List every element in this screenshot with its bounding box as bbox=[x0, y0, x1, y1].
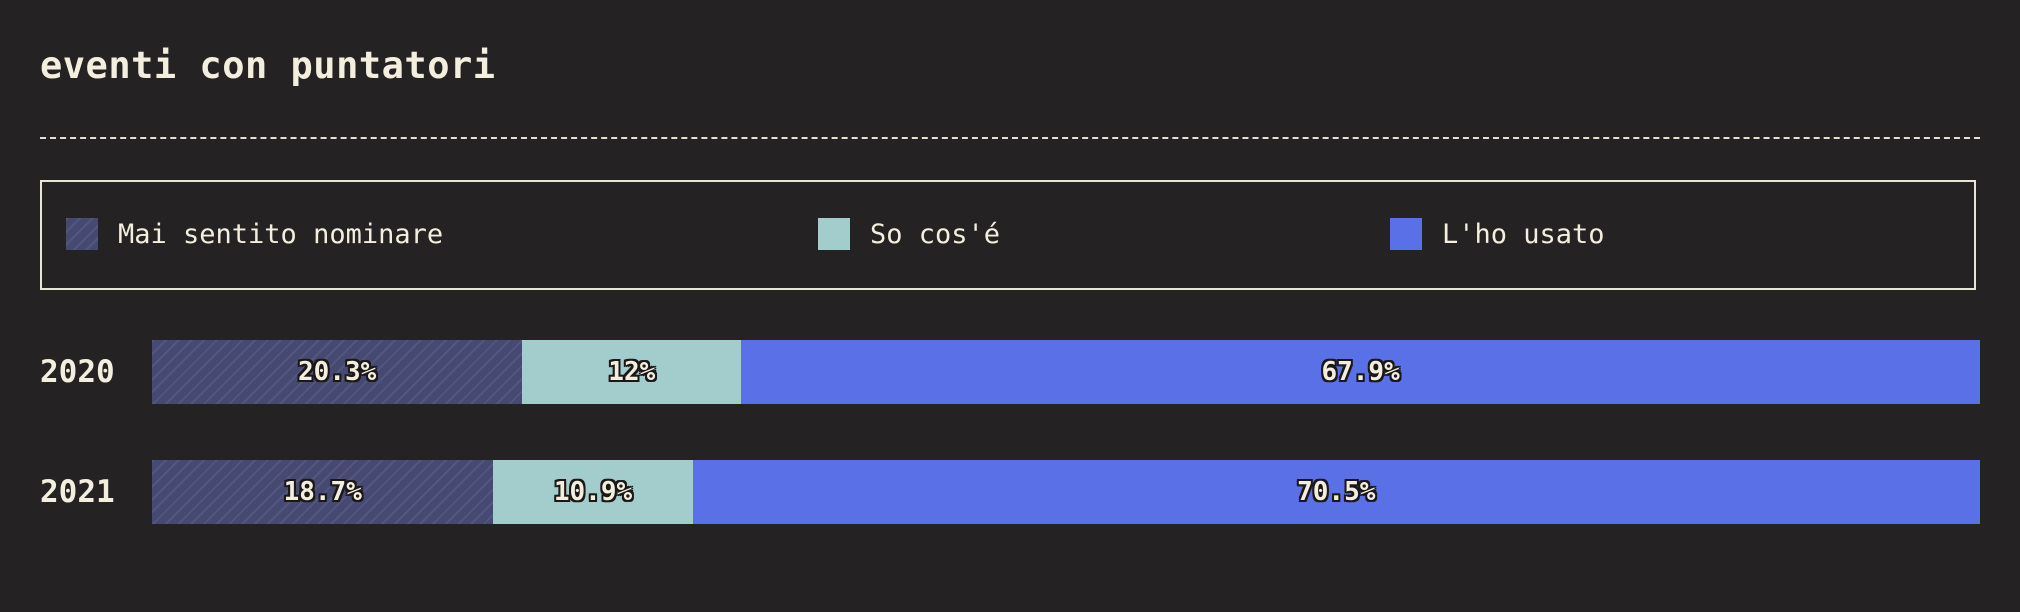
legend-swatch-know-it bbox=[818, 218, 850, 250]
legend-label-used-it: L'ho usato bbox=[1442, 218, 1605, 250]
data-label-2021-know-it: 10.9% bbox=[553, 477, 633, 507]
legend-label-never-heard: Mai sentito nominare bbox=[118, 218, 444, 250]
bar-segment-2020-used-it: 67.9% bbox=[741, 340, 1980, 404]
data-label-2021-never-heard: 18.7% bbox=[283, 477, 362, 507]
bar-track-2020: 20.3% 12% 67.9% bbox=[152, 340, 1980, 404]
legend-swatch-never-heard bbox=[66, 218, 98, 250]
bar-segment-2021-know-it: 10.9% bbox=[493, 460, 693, 524]
bar-segment-2020-know-it: 12% bbox=[522, 340, 742, 404]
data-label-2021-used-it: 70.5% bbox=[1297, 477, 1376, 507]
chart-title: eventi con puntatori bbox=[40, 44, 496, 87]
data-label-2020-used-it: 67.9% bbox=[1321, 357, 1400, 387]
bar-segment-2020-never-heard: 20.3% bbox=[152, 340, 523, 404]
legend: Mai sentito nominare So cos'é L'ho usato bbox=[40, 180, 1976, 290]
title-divider bbox=[40, 137, 1980, 139]
bar-segment-2021-used-it: 70.5% bbox=[692, 460, 1980, 524]
legend-item-used-it: L'ho usato bbox=[1390, 218, 1605, 250]
bar-track-2021: 18.7% 10.9% 70.5% bbox=[152, 460, 1980, 524]
bar-segment-2021-never-heard: 18.7% bbox=[152, 460, 494, 524]
category-label-2020: 2020 bbox=[40, 354, 115, 390]
legend-item-know-it: So cos'é bbox=[818, 218, 1000, 250]
bar-row-2021: 2021 18.7% 10.9% 70.5% bbox=[40, 460, 1980, 524]
legend-swatch-used-it bbox=[1390, 218, 1422, 250]
legend-label-know-it: So cos'é bbox=[870, 218, 1001, 250]
category-label-2021: 2021 bbox=[40, 474, 115, 510]
bar-row-2020: 2020 20.3% 12% 67.9% bbox=[40, 340, 1980, 404]
data-label-2020-know-it: 12% bbox=[608, 357, 656, 387]
legend-item-never-heard: Mai sentito nominare bbox=[66, 218, 443, 250]
data-label-2020-never-heard: 20.3% bbox=[298, 357, 377, 387]
